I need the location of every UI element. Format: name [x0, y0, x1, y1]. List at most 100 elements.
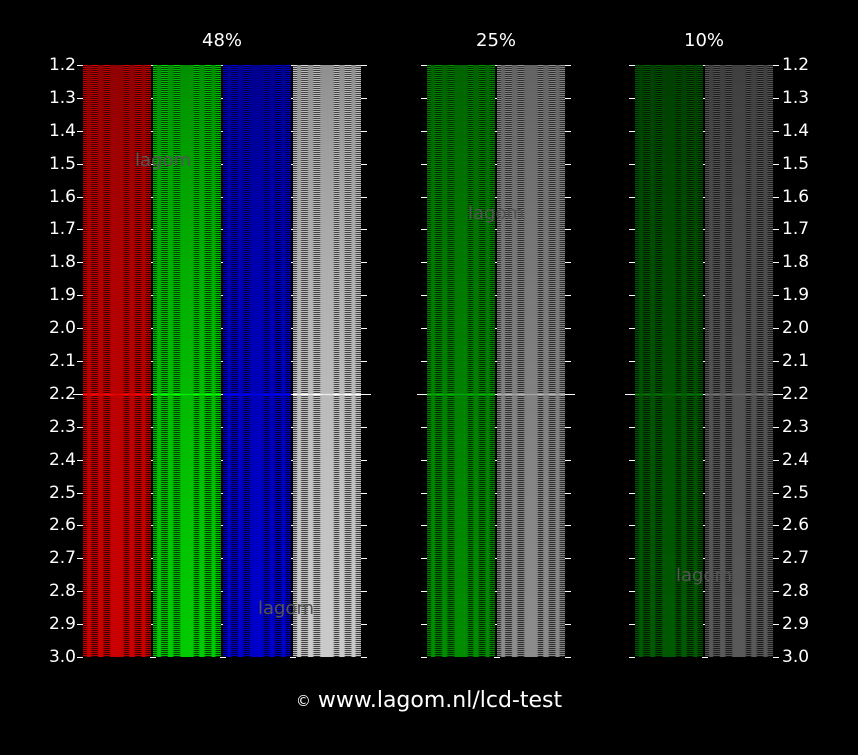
gamma-label-left: 1.3: [46, 88, 76, 108]
axis-tick: [565, 657, 571, 658]
axis-tick: [361, 361, 367, 362]
axis-tick: [361, 131, 367, 132]
gamma-column-white: [293, 65, 361, 657]
gamma-label-left: 2.2: [46, 384, 76, 404]
footer-link-text: www.lagom.nl/lcd-test: [318, 688, 562, 713]
axis-tick: [773, 493, 779, 494]
axis-tick: [361, 65, 367, 66]
axis-tick: [361, 262, 367, 263]
axis-tick: [565, 591, 571, 592]
axis-tick: [361, 460, 367, 461]
axis-tick: [290, 657, 296, 658]
axis-tick: [702, 657, 708, 658]
root: 48%25%10% 1.21.21.31.31.41.41.51.51.61.6…: [0, 0, 858, 755]
gamma-label-right: 2.3: [782, 417, 812, 437]
gamma-label-right: 2.6: [782, 515, 812, 535]
axis-tick: [361, 98, 367, 99]
gamma-label-left: 1.7: [46, 219, 76, 239]
gamma-panel: [635, 65, 773, 657]
axis-tick: [494, 657, 500, 658]
gamma-panel: [83, 65, 361, 657]
axis-tick: [565, 624, 571, 625]
axis-tick: [565, 164, 571, 165]
axis-tick: [361, 558, 367, 559]
axis-tick: [565, 558, 571, 559]
gamma-label-right: 2.5: [782, 483, 812, 503]
axis-tick: [565, 460, 571, 461]
axis-tick: [361, 525, 367, 526]
axis-tick: [565, 493, 571, 494]
gamma-label-left: 1.5: [46, 154, 76, 174]
gamma-label-right: 1.6: [782, 187, 812, 207]
axis-tick: [421, 657, 427, 658]
gamma-label-right: 1.7: [782, 219, 812, 239]
gamma-panel: [427, 65, 565, 657]
axis-tick: [361, 624, 367, 625]
gamma-label-right: 1.9: [782, 285, 812, 305]
axis-tick: [361, 591, 367, 592]
axis-tick: [565, 262, 571, 263]
gamma-label-right: 1.2: [782, 55, 812, 75]
axis-tick: [220, 657, 226, 658]
axis-tick: [773, 525, 779, 526]
axis-tick: [565, 427, 571, 428]
gamma-label-right: 2.2: [782, 384, 812, 404]
gamma-label-right: 2.0: [782, 318, 812, 338]
axis-tick: [565, 328, 571, 329]
gamma-label-left: 3.0: [46, 647, 76, 667]
gamma-column-blue: [223, 65, 291, 657]
axis-tick: [565, 394, 575, 395]
axis-tick: [773, 361, 779, 362]
gamma-label-right: 2.9: [782, 614, 812, 634]
axis-tick: [773, 295, 779, 296]
axis-tick: [773, 164, 779, 165]
gamma-column-green: [635, 65, 703, 657]
axis-tick: [773, 197, 779, 198]
gamma-label-left: 2.5: [46, 483, 76, 503]
gamma-column-white: [705, 65, 773, 657]
gamma-label-left: 2.6: [46, 515, 76, 535]
gamma-label-left: 2.9: [46, 614, 76, 634]
gamma-label-right: 1.3: [782, 88, 812, 108]
gamma-label-left: 2.8: [46, 581, 76, 601]
axis-tick: [773, 558, 779, 559]
axis-tick: [773, 460, 779, 461]
gamma-label-right: 1.4: [782, 121, 812, 141]
axis-tick: [361, 394, 371, 395]
axis-tick: [773, 591, 779, 592]
axis-tick: [77, 657, 83, 658]
brightness-label: 25%: [476, 30, 516, 51]
brightness-label: 10%: [684, 30, 724, 51]
axis-tick: [565, 229, 571, 230]
axis-tick: [417, 394, 427, 395]
gamma-label-left: 2.0: [46, 318, 76, 338]
gamma-label-left: 2.4: [46, 450, 76, 470]
gamma-label-left: 2.1: [46, 351, 76, 371]
axis-tick: [361, 493, 367, 494]
axis-tick: [773, 427, 779, 428]
axis-tick: [361, 328, 367, 329]
gamma-column-green: [153, 65, 221, 657]
gamma-label-right: 1.5: [782, 154, 812, 174]
gamma-label-left: 2.7: [46, 548, 76, 568]
axis-tick: [773, 229, 779, 230]
axis-tick: [625, 394, 635, 395]
axis-tick: [361, 197, 367, 198]
axis-tick: [773, 624, 779, 625]
axis-tick: [361, 657, 367, 658]
axis-tick: [565, 295, 571, 296]
axis-tick: [773, 262, 779, 263]
footer: © www.lagom.nl/lcd-test: [0, 688, 858, 713]
gamma-label-left: 2.3: [46, 417, 76, 437]
axis-tick: [73, 394, 83, 395]
gamma-column-red: [83, 65, 151, 657]
axis-tick: [565, 197, 571, 198]
axis-tick: [565, 361, 571, 362]
axis-tick: [773, 328, 779, 329]
gamma-label-right: 2.8: [782, 581, 812, 601]
axis-tick: [565, 98, 571, 99]
axis-tick: [565, 65, 571, 66]
gamma-label-left: 1.4: [46, 121, 76, 141]
axis-tick: [150, 657, 156, 658]
gamma-column-white: [497, 65, 565, 657]
